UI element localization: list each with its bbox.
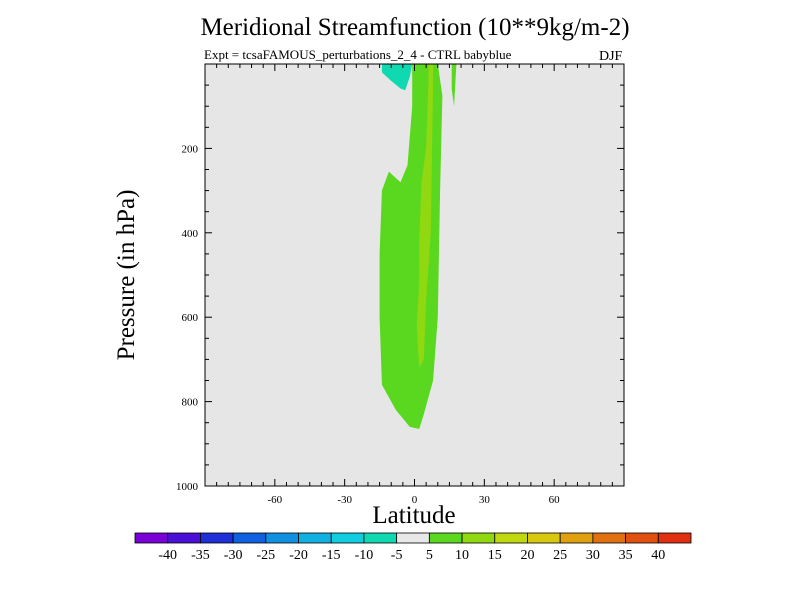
y-tick-label: 200	[182, 143, 199, 155]
plot-area	[204, 63, 625, 487]
season-label: DJF	[599, 49, 623, 64]
colorbar-label: 5	[426, 548, 433, 563]
colorbar-box	[396, 532, 430, 544]
colorbar-label: -35	[191, 548, 210, 563]
y-axis-label: Pressure (in hPa)	[113, 189, 140, 361]
y-axis: 200 400 600 800 1000	[176, 63, 624, 493]
colorbar-label: 40	[651, 548, 665, 563]
colorbar-box	[657, 532, 692, 544]
colorbar-label: -15	[322, 548, 341, 563]
contour-region-pos-cell-inner	[416, 64, 434, 368]
colorbar-label: 35	[619, 548, 633, 563]
x-tick-label: -60	[267, 494, 282, 506]
x-tick-label: 0	[412, 494, 418, 506]
y-tick-label: 600	[182, 312, 199, 324]
colorbar-label: -25	[256, 548, 275, 563]
x-axis: -60 -30 0 30 60	[204, 64, 625, 506]
colorbar-box	[527, 532, 561, 544]
chart-subtitle: Expt = tcsaFAMOUS_perturbations_2_4 - CT…	[204, 47, 512, 62]
colorbar-label: -30	[224, 548, 243, 563]
chart-title: Meridional Streamfunction (10**9kg/m-2)	[200, 14, 630, 41]
colorbar-label: 15	[488, 548, 502, 563]
colorbar-box	[330, 532, 365, 544]
colorbar: -40 -35 -30 -25 -20 -15 -10 -5 5 10 15 20 25 30 35 40	[134, 532, 692, 563]
colorbar-box	[134, 532, 169, 544]
colorbar-box	[363, 532, 398, 544]
x-tick-label: 30	[479, 494, 491, 506]
x-tick-label: 60	[549, 494, 561, 506]
colorbar-box	[298, 532, 332, 544]
colorbar-label: -10	[355, 548, 374, 563]
colorbar-box	[428, 532, 463, 544]
x-axis-label: Latitude	[372, 502, 456, 529]
colorbar-label: 25	[553, 548, 567, 563]
y-tick-label: 1000	[176, 481, 199, 493]
colorbar-label: 10	[455, 548, 469, 563]
y-tick-label: 400	[182, 228, 199, 240]
colorbar-label: 20	[520, 548, 534, 563]
y-tick-label: 800	[182, 397, 199, 409]
colorbar-label: 30	[586, 548, 600, 563]
colorbar-box	[232, 532, 267, 544]
colorbar-box	[461, 532, 496, 544]
colorbar-box	[200, 532, 234, 544]
colorbar-box	[494, 532, 528, 544]
colorbar-box	[265, 532, 299, 544]
colorbar-box	[625, 532, 659, 544]
colorbar-label: -20	[289, 548, 308, 563]
colorbar-label: -5	[391, 548, 403, 563]
colorbar-box	[559, 532, 594, 544]
x-tick-label: -30	[337, 494, 352, 506]
colorbar-label: -40	[158, 548, 177, 563]
contour-region-pos-cell-upper-right	[451, 64, 457, 107]
colorbar-box	[167, 532, 201, 544]
contour-region-neg-cell-upper-tropics	[381, 64, 413, 91]
colorbar-box	[592, 532, 626, 544]
